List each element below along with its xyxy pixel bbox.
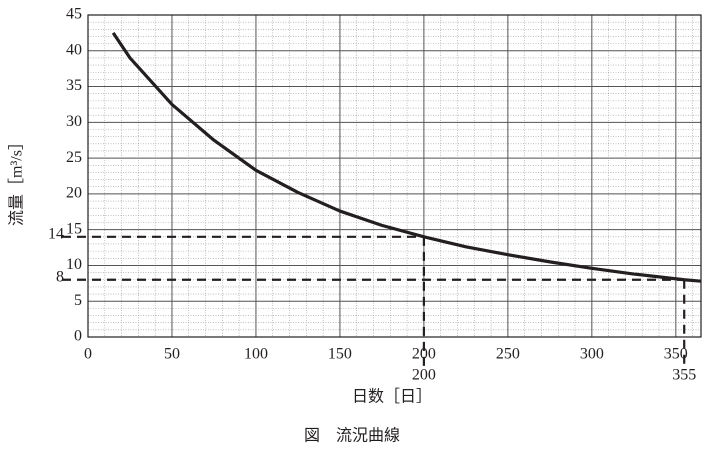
x-tick-label: 200	[412, 346, 436, 363]
y-tick-label: 25	[66, 149, 82, 166]
y-tick-label: 40	[66, 41, 82, 58]
y-tick-label: 15	[66, 220, 82, 237]
x-tick-label: 300	[580, 346, 604, 363]
annotation-y-label: 8	[56, 268, 64, 285]
y-tick-label: 35	[66, 77, 82, 94]
annotation-x-label: 200	[412, 367, 436, 384]
x-tick-label: 50	[164, 346, 180, 363]
y-tick-label: 20	[66, 185, 82, 202]
x-tick-label: 100	[244, 346, 268, 363]
y-tick-label: 30	[66, 113, 82, 130]
y-tick-label: 0	[74, 328, 82, 345]
y-tick-label: 5	[74, 292, 82, 309]
y-tick-label: 10	[66, 256, 82, 273]
y-tick-label: 45	[66, 6, 82, 23]
x-tick-label: 150	[328, 346, 352, 363]
x-tick-label: 350	[664, 346, 688, 363]
x-tick-label: 0	[84, 346, 92, 363]
y-axis-label: 流量［m³/s］	[8, 134, 26, 226]
chart-title: 図 流況曲線	[304, 427, 400, 445]
annotation-y-label: 14	[48, 225, 64, 242]
plot-frame	[87, 14, 702, 338]
annotation-x-label: 355	[672, 367, 696, 384]
flow-curve	[111, 31, 702, 283]
x-axis-label: 日数［日］	[352, 388, 432, 406]
x-tick-label: 250	[496, 346, 520, 363]
